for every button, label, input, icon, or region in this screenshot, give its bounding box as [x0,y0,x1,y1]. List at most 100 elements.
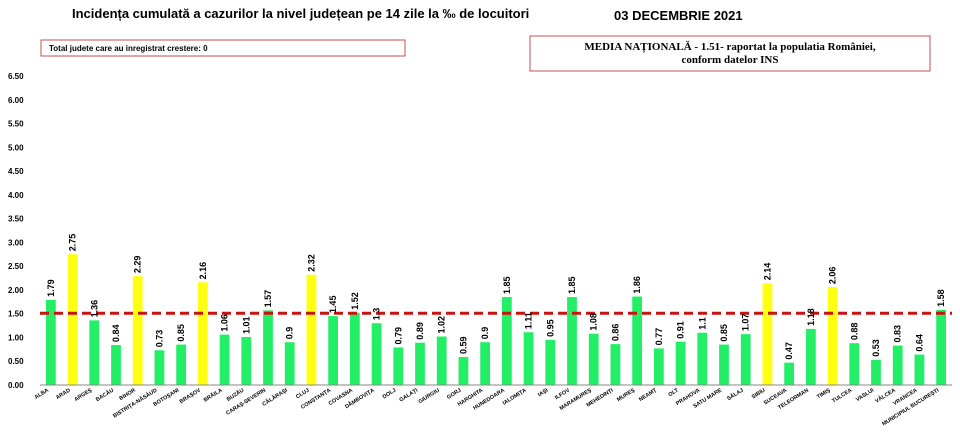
x-tick-label: ALBA [34,388,50,401]
x-tick-label: ARAD [55,388,72,402]
x-tick-label: IAȘI [537,387,550,398]
data-label: 1.79 [46,279,56,297]
data-label: 1.85 [567,277,577,295]
bar [480,342,491,385]
data-label: 0.91 [676,321,686,339]
bar [371,323,382,385]
bars [45,254,947,385]
bar [284,342,295,385]
data-label: 2.32 [306,254,316,272]
x-tick-label: BRĂILA [202,387,223,404]
x-tick-label: CLUJ [295,388,310,401]
data-label: 2.06 [828,267,838,285]
data-label: 1.07 [741,314,751,332]
data-label: 1.01 [241,316,251,334]
x-tick-label: GORJ [446,388,462,401]
y-tick-label: 2.50 [8,262,24,271]
bar [849,343,860,385]
data-label: 2.16 [198,262,208,280]
y-tick-label: 4.00 [8,191,24,200]
bar [675,341,686,385]
bar [632,296,643,385]
data-label: 1.45 [328,296,338,314]
bar [892,345,903,385]
data-label: 1.52 [350,292,360,310]
bar [740,334,751,385]
x-tick-label: CĂLĂRAȘI [261,387,289,408]
bar [653,348,664,385]
y-tick-label: 0.50 [8,357,24,366]
x-tick-label: BACĂU [94,387,115,403]
data-label: 1.58 [936,289,946,307]
bar [588,333,599,385]
data-label: 0.83 [893,325,903,343]
bar [67,254,78,385]
x-tick-label: TIMIȘ [816,387,832,400]
y-tick-label: 3.00 [8,238,24,247]
y-tick-label: 2.00 [8,286,24,295]
y-tick-label: 3.50 [8,215,24,224]
bar [263,310,273,385]
media-line2: conform datelor INS [682,54,779,66]
x-tick-label: GALAȚI [399,387,420,403]
bar [89,320,100,385]
media-box [529,35,931,72]
bar [545,339,556,385]
bar [306,274,317,385]
data-label: 1.02 [437,316,447,334]
bar [936,309,947,385]
chart-date: 03 DECEMBRIE 2021 [614,8,743,23]
bar [436,336,447,385]
x-tick-label: MUREȘ [616,387,636,403]
bar [197,282,208,385]
data-label: 1.85 [502,277,512,295]
bar [328,316,339,385]
data-label: 1.57 [263,290,273,308]
bar [697,332,708,385]
bar [349,312,360,385]
bar [393,347,404,385]
data-label: 1.3 [372,308,382,321]
y-tick-label: 5.50 [8,120,24,129]
data-label: 1.08 [589,313,599,331]
data-label: 0.84 [111,325,121,343]
media-line1: MEDIA NAȚIONALĂ - 1.51- raportat la popu… [584,41,875,53]
data-label: 1.11 [524,312,534,329]
bar [567,297,577,385]
data-label: 1.86 [632,276,642,294]
note-text: Total judete care au inregistrat crester… [49,44,208,53]
data-label: 0.89 [415,322,425,340]
y-axis: 0.00 0.50 1.00 1.50 2.00 2.50 3.00 3.50 4.00 4.50… [8,72,24,390]
bar [501,297,512,385]
data-label: 2.14 [762,263,772,281]
bar [827,287,838,385]
bar [154,350,165,385]
y-tick-label: 1.00 [8,333,24,342]
bar [610,344,621,385]
data-label: 0.85 [719,324,729,342]
data-label: 1.1 [697,317,707,330]
x-tick-label: DOLJ [382,388,398,401]
x-tick-label: SIBIU [751,388,767,401]
data-label: 0.9 [480,327,490,340]
data-label: 0.85 [176,324,186,342]
data-label: 2.75 [68,234,78,252]
x-tick-label: NEAMȚ [638,387,658,403]
bar [458,356,469,385]
data-label: 1.36 [89,300,99,318]
bar [762,283,773,385]
x-tick-label: BRAȘOV [179,387,202,405]
data-label: 0.79 [393,327,403,345]
data-label: 0.9 [285,327,295,340]
bar [219,334,230,385]
data-label: 0.77 [654,328,664,346]
x-tick-label: IALOMIȚA [502,388,528,407]
bar [871,359,881,385]
data-label: 0.59 [458,336,468,354]
bar [241,336,252,385]
bar [415,342,425,385]
data-label: 2.29 [133,256,143,274]
note-box [40,39,406,57]
data-label: 0.47 [784,342,794,360]
